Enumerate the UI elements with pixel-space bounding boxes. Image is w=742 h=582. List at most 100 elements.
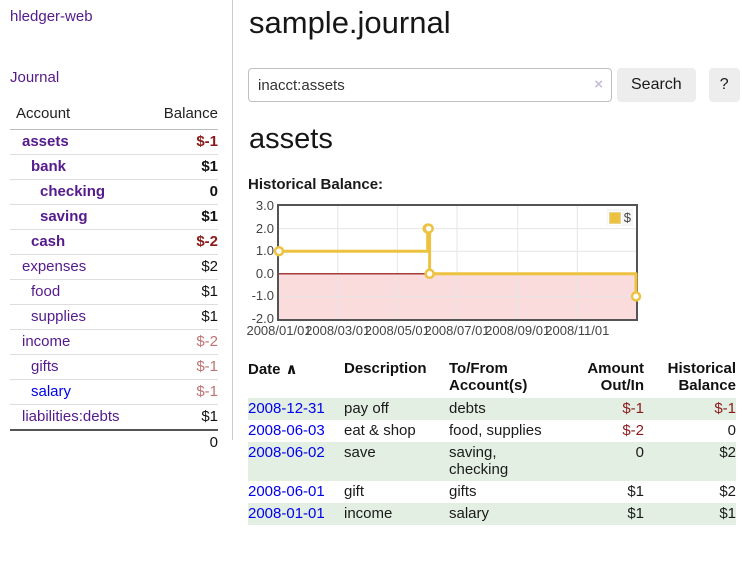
sidebar-account-link[interactable]: supplies [31, 308, 87, 325]
register-description: eat & shop [344, 422, 416, 439]
chart-legend: $ [606, 209, 633, 226]
account-row: gifts $-1 [10, 355, 218, 380]
search-button[interactable]: Search [617, 68, 696, 102]
account-row: income $-2 [10, 330, 218, 355]
register-header-date[interactable]: Date ∧ [248, 361, 298, 378]
register-row[interactable]: 2008-06-02 save saving, checking 0 $2 [248, 442, 736, 481]
y-axis-tick-label: -2.0 [251, 311, 274, 326]
sidebar-account-link[interactable]: salary [31, 383, 72, 400]
register-accounts: salary [449, 505, 490, 522]
sidebar-account-link[interactable]: bank [31, 158, 67, 175]
register-balance: $-1 [714, 400, 736, 417]
x-axis-tick-label: 2008/03/01 [305, 323, 371, 338]
account-balance: 0 [209, 183, 218, 200]
account-row: bank $1 [10, 155, 218, 180]
sort-ascending-icon: ∧ [285, 361, 298, 378]
register-row[interactable]: 2008-01-01 income salary $1 $1 [248, 503, 736, 525]
app-title-link[interactable]: hledger-web [10, 8, 93, 25]
sidebar-account-link[interactable]: saving [40, 208, 88, 225]
register-header-row: Date ∧ Description To/From Account(s) Amo… [248, 358, 736, 398]
register-row[interactable]: 2008-06-01 gift gifts $1 $2 [248, 481, 736, 503]
register-amount: $-2 [622, 422, 644, 439]
register-header-amount: Amount Out/In [587, 360, 644, 394]
sidebar-account-link[interactable]: liabilities:debts [22, 408, 120, 425]
y-axis-tick-label: 0.0 [255, 265, 274, 281]
register-description: income [344, 505, 393, 522]
register-date-link[interactable]: 2008-01-01 [248, 505, 325, 522]
legend-swatch-icon [607, 210, 622, 225]
legend-label: $ [623, 210, 631, 225]
account-balance: $1 [201, 283, 218, 300]
register-amount: $1 [627, 483, 644, 500]
sidebar-divider [232, 0, 233, 440]
account-balance: $-2 [196, 333, 218, 350]
register-date-link[interactable]: 2008-06-01 [248, 483, 325, 500]
x-axis-tick-label: 2008/01/01 [246, 323, 312, 338]
chart-canvas [273, 206, 642, 319]
register-accounts: saving, checking [449, 444, 509, 478]
sidebar-account-link[interactable]: checking [40, 183, 106, 200]
account-balance: $1 [201, 208, 218, 225]
sidebar-account-link[interactable]: expenses [22, 258, 87, 275]
register-amount: $1 [627, 505, 644, 522]
sidebar-account-link[interactable]: assets [22, 133, 69, 150]
register-date-link[interactable]: 2008-12-31 [248, 400, 325, 417]
register-description: save [344, 444, 376, 461]
x-axis-tick-label: 2008/07/01 [424, 323, 490, 338]
y-axis-tick-label: 1.0 [255, 243, 274, 259]
account-row: expenses $2 [10, 255, 218, 280]
register-amount: 0 [635, 444, 644, 461]
register-accounts: food, supplies [449, 422, 542, 439]
y-axis-tick-label: 3.0 [255, 198, 274, 213]
account-balance: $-1 [196, 358, 218, 375]
account-balance: $1 [201, 158, 218, 175]
account-balance: $-2 [196, 233, 218, 250]
y-axis-tick-label: 2.0 [255, 220, 274, 236]
register-row[interactable]: 2008-12-31 pay off debts $-1 $-1 [248, 398, 736, 420]
register-description: gift [344, 483, 365, 500]
account-heading: assets [249, 123, 333, 155]
accounts-total-row: 0 [10, 429, 218, 455]
sidebar-account-link[interactable]: income [22, 333, 71, 350]
account-balance: $2 [201, 258, 218, 275]
sidebar: hledger-web Journal Account Balance asse… [0, 0, 233, 455]
chart-plot-area: $ [273, 204, 642, 321]
sidebar-account-link[interactable]: food [31, 283, 61, 300]
search-form: × Search ? [248, 68, 742, 102]
accounts-table-header: Account Balance [10, 105, 218, 130]
chart-title: Historical Balance: [248, 176, 384, 193]
sidebar-account-link[interactable]: cash [31, 233, 66, 250]
account-row: supplies $1 [10, 305, 218, 330]
help-button[interactable]: ? [708, 68, 740, 102]
register-accounts: gifts [449, 483, 477, 500]
x-axis-tick-label: 2008/09/01 [485, 323, 551, 338]
register-header-accounts: To/From Account(s) [449, 360, 528, 394]
accounts-header-account: Account [16, 105, 71, 122]
account-balance: $-1 [196, 383, 218, 400]
page-title: sample.journal [249, 5, 451, 40]
register-row[interactable]: 2008-06-03 eat & shop food, supplies $-2 0 [248, 420, 736, 442]
register-header-balance: Historical Balance [667, 360, 736, 394]
account-row: assets $-1 [10, 130, 218, 155]
account-balance: $1 [201, 308, 218, 325]
x-axis-tick-label: 2008/11/01 [545, 323, 610, 338]
register-amount: $-1 [622, 400, 644, 417]
register-date-link[interactable]: 2008-06-03 [248, 422, 325, 439]
account-row: salary $-1 [10, 380, 218, 405]
register-balance: $1 [719, 505, 736, 522]
register-accounts: debts [449, 400, 486, 417]
clear-search-icon[interactable]: × [594, 76, 603, 93]
register-header-description: Description [344, 360, 427, 377]
search-input[interactable] [248, 68, 612, 102]
register-balance: 0 [727, 422, 736, 439]
sidebar-account-link[interactable]: gifts [31, 358, 59, 375]
accounts-header-balance: Balance [163, 105, 218, 122]
register-date-link[interactable]: 2008-06-02 [248, 444, 325, 461]
account-row: cash $-2 [10, 230, 218, 255]
main-content: sample.journal × Search ? assets Histori… [246, 0, 742, 525]
historical-balance-chart: $ 3.0 2.0 1.0 0.0 -1.0 -2.0 2008/01/01 2008/03/… [246, 198, 742, 342]
register-balance: $2 [719, 444, 736, 461]
account-row: checking 0 [10, 180, 218, 205]
nav-journal-link[interactable]: Journal [10, 69, 60, 86]
account-balance: $-1 [196, 133, 218, 150]
